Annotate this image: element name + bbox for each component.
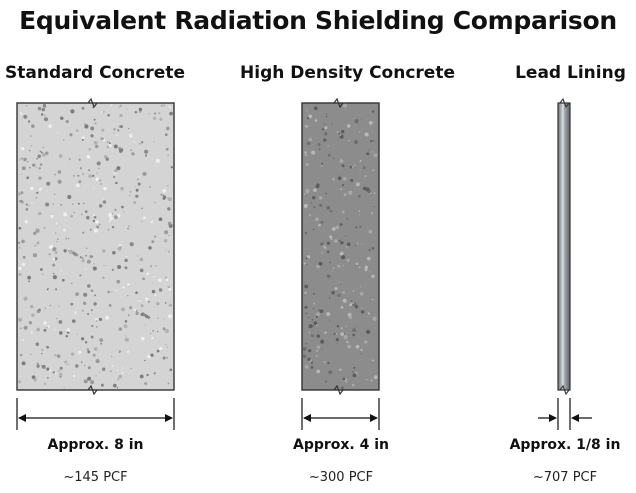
break-mark-icon (87, 97, 98, 109)
break-mark-icon (559, 97, 570, 109)
thickness-label-high-density-concrete: Approx. 4 in (292, 437, 389, 453)
break-mark-icon (333, 97, 344, 109)
material-title-standard-concrete: Standard Concrete (5, 63, 185, 83)
break-mark-icon (87, 384, 98, 396)
standard-concrete-slab (16, 97, 175, 396)
dimension-standard-concrete (16, 398, 175, 430)
dimension-high-density-concrete (301, 398, 380, 430)
material-title-lead-lining: Lead Lining (515, 63, 626, 83)
break-mark-icon (559, 384, 570, 396)
dimension-lead-lining (538, 398, 592, 430)
density-label-high-density-concrete: ~300 PCF (308, 470, 374, 485)
material-title-high-density-concrete: High Density Concrete (240, 63, 455, 83)
thickness-label-standard-concrete: Approx. 8 in (47, 437, 144, 453)
density-label-lead-lining: ~707 PCF (532, 470, 598, 485)
density-label-standard-concrete: ~145 PCF (63, 470, 128, 485)
high-density-concrete-slab (301, 97, 380, 396)
diagram-title: Equivalent Radiation Shielding Compariso… (19, 6, 617, 35)
thickness-label-lead-lining: Approx. 1/8 in (509, 437, 621, 453)
break-mark-icon (333, 384, 344, 396)
lead-lining-sheet (557, 97, 571, 396)
